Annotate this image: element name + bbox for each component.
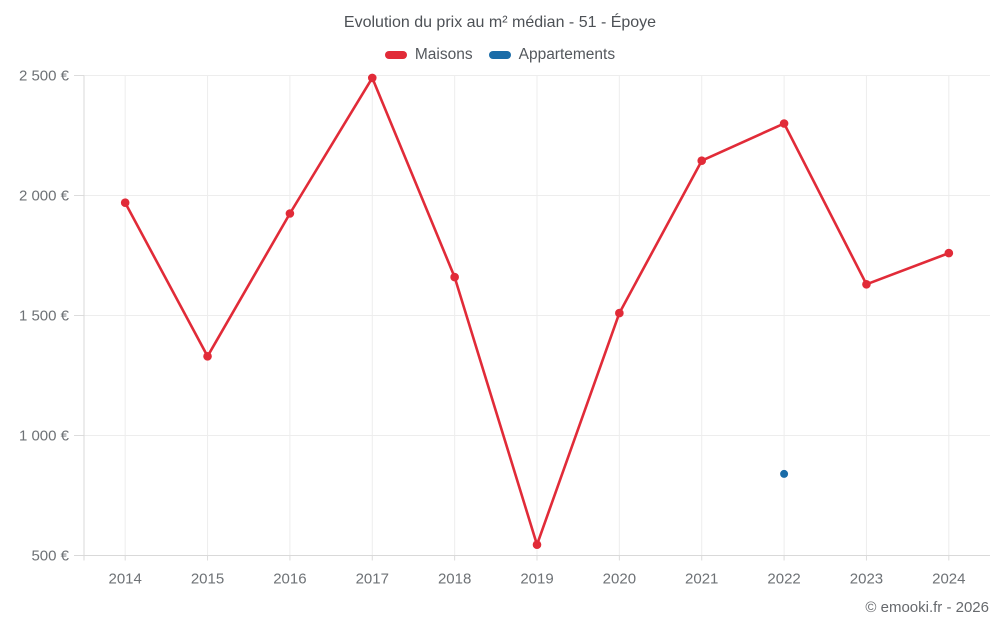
maisons-point-2024[interactable] xyxy=(944,248,954,258)
maisons-legend-swatch-icon xyxy=(384,51,407,59)
maisons-point-2019[interactable] xyxy=(532,540,542,549)
x-tick-label: 2015 xyxy=(191,571,224,588)
x-tick-label: 2020 xyxy=(603,571,636,588)
maisons-point-2021[interactable] xyxy=(697,156,707,165)
maisons-point-2014[interactable] xyxy=(120,198,130,207)
x-tick-label: 2017 xyxy=(356,571,389,588)
y-tick-label: 500 € xyxy=(31,548,69,565)
chart-legend: Maisons Appartements xyxy=(0,46,1000,64)
x-tick-label: 2016 xyxy=(273,571,306,588)
legend-item-maisons[interactable]: Maisons xyxy=(384,46,473,64)
x-tick-label: 2024 xyxy=(932,571,965,588)
y-tick-label: 2 000 € xyxy=(19,188,70,205)
maisons-point-2017[interactable] xyxy=(367,73,377,83)
maisons-point-2018[interactable] xyxy=(450,272,459,282)
appartements-legend-swatch-icon xyxy=(488,51,511,59)
maisons-point-2022[interactable] xyxy=(779,119,789,128)
maisons-point-2020[interactable] xyxy=(615,308,624,318)
x-tick-label: 2023 xyxy=(850,571,883,588)
chart-title: Evolution du prix au m² médian - 51 - Ép… xyxy=(343,14,657,31)
x-tick-label: 2018 xyxy=(438,571,471,588)
legend-item-appartements[interactable]: Appartements xyxy=(488,46,616,64)
maisons-point-2023[interactable] xyxy=(862,280,871,289)
maisons-point-2016[interactable] xyxy=(285,209,295,218)
maisons-point-2015[interactable] xyxy=(203,352,212,361)
copyright-text: © emooki.fr - 2026 xyxy=(865,599,989,616)
x-tick-label: 2022 xyxy=(767,571,800,588)
x-tick-label: 2014 xyxy=(108,571,141,588)
x-tick-label: 2021 xyxy=(685,571,718,588)
legend-label-appartements: Appartements xyxy=(518,46,616,63)
y-tick-label: 1 500 € xyxy=(19,308,70,325)
x-tick-label: 2019 xyxy=(520,571,553,588)
legend-label-maisons: Maisons xyxy=(414,46,473,63)
appartements-point-2022[interactable] xyxy=(780,469,789,478)
y-tick-label: 1 000 € xyxy=(19,428,70,445)
y-tick-label: 2 500 € xyxy=(19,68,70,85)
